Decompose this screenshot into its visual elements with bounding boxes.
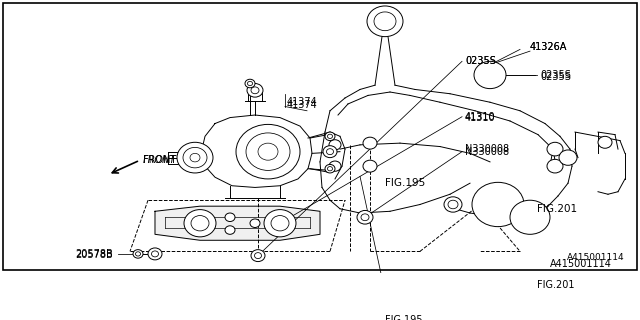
Circle shape bbox=[236, 124, 300, 179]
Circle shape bbox=[472, 182, 524, 227]
Circle shape bbox=[271, 216, 289, 231]
Circle shape bbox=[264, 210, 296, 237]
Text: N330008: N330008 bbox=[465, 144, 509, 154]
Circle shape bbox=[474, 61, 506, 89]
Circle shape bbox=[329, 161, 341, 171]
Circle shape bbox=[444, 197, 462, 212]
Text: 41326A: 41326A bbox=[530, 42, 568, 52]
Circle shape bbox=[246, 133, 290, 171]
Circle shape bbox=[183, 148, 207, 168]
Circle shape bbox=[325, 132, 335, 140]
Circle shape bbox=[478, 65, 502, 85]
Circle shape bbox=[225, 226, 235, 234]
Circle shape bbox=[328, 134, 333, 139]
Circle shape bbox=[177, 142, 213, 173]
Circle shape bbox=[248, 81, 253, 86]
Circle shape bbox=[326, 149, 333, 155]
Circle shape bbox=[510, 200, 550, 234]
Circle shape bbox=[448, 200, 458, 209]
Text: 41310: 41310 bbox=[465, 112, 495, 122]
Text: 20578B: 20578B bbox=[75, 250, 113, 260]
Circle shape bbox=[547, 159, 563, 173]
Circle shape bbox=[363, 137, 377, 149]
Circle shape bbox=[191, 216, 209, 231]
Text: 0235S: 0235S bbox=[540, 72, 571, 82]
Text: FRONT: FRONT bbox=[143, 155, 177, 165]
Text: 41326A: 41326A bbox=[530, 42, 568, 52]
Circle shape bbox=[245, 79, 255, 88]
Circle shape bbox=[478, 188, 518, 221]
Text: 0235S: 0235S bbox=[465, 56, 496, 66]
Circle shape bbox=[325, 164, 335, 173]
Text: 0235S: 0235S bbox=[540, 70, 571, 80]
Circle shape bbox=[148, 248, 162, 260]
Circle shape bbox=[486, 194, 510, 215]
Circle shape bbox=[521, 210, 539, 225]
Circle shape bbox=[357, 211, 373, 224]
Circle shape bbox=[255, 252, 262, 259]
Circle shape bbox=[184, 210, 216, 237]
Circle shape bbox=[547, 142, 563, 156]
Circle shape bbox=[136, 252, 141, 256]
Text: 41374: 41374 bbox=[287, 100, 317, 110]
Circle shape bbox=[225, 213, 235, 221]
Circle shape bbox=[247, 84, 263, 97]
Circle shape bbox=[251, 250, 265, 261]
Text: 20578B: 20578B bbox=[75, 249, 113, 259]
Text: A415001114: A415001114 bbox=[550, 259, 612, 269]
Circle shape bbox=[367, 6, 403, 36]
Polygon shape bbox=[155, 206, 320, 240]
Circle shape bbox=[258, 143, 278, 160]
Circle shape bbox=[598, 136, 612, 148]
Circle shape bbox=[363, 160, 377, 172]
Text: 0235S: 0235S bbox=[465, 56, 496, 66]
Circle shape bbox=[483, 69, 497, 81]
Text: A415001114: A415001114 bbox=[568, 253, 625, 262]
Circle shape bbox=[329, 140, 341, 150]
Text: FIG.195: FIG.195 bbox=[385, 178, 425, 188]
Text: 41310: 41310 bbox=[465, 113, 495, 123]
Circle shape bbox=[250, 219, 260, 228]
Circle shape bbox=[133, 250, 143, 258]
Circle shape bbox=[328, 167, 333, 171]
Circle shape bbox=[323, 146, 337, 158]
Text: FRONT: FRONT bbox=[143, 155, 176, 165]
Text: N330008: N330008 bbox=[465, 147, 509, 157]
Circle shape bbox=[559, 150, 577, 165]
Text: 41374: 41374 bbox=[287, 97, 317, 107]
Text: FIG.195: FIG.195 bbox=[385, 315, 422, 320]
Circle shape bbox=[361, 214, 369, 221]
Text: FIG.201: FIG.201 bbox=[537, 280, 575, 291]
Text: FIG.201: FIG.201 bbox=[537, 204, 577, 214]
Circle shape bbox=[374, 12, 396, 31]
Circle shape bbox=[152, 251, 159, 257]
Circle shape bbox=[251, 87, 259, 94]
Circle shape bbox=[514, 204, 546, 231]
Circle shape bbox=[190, 153, 200, 162]
